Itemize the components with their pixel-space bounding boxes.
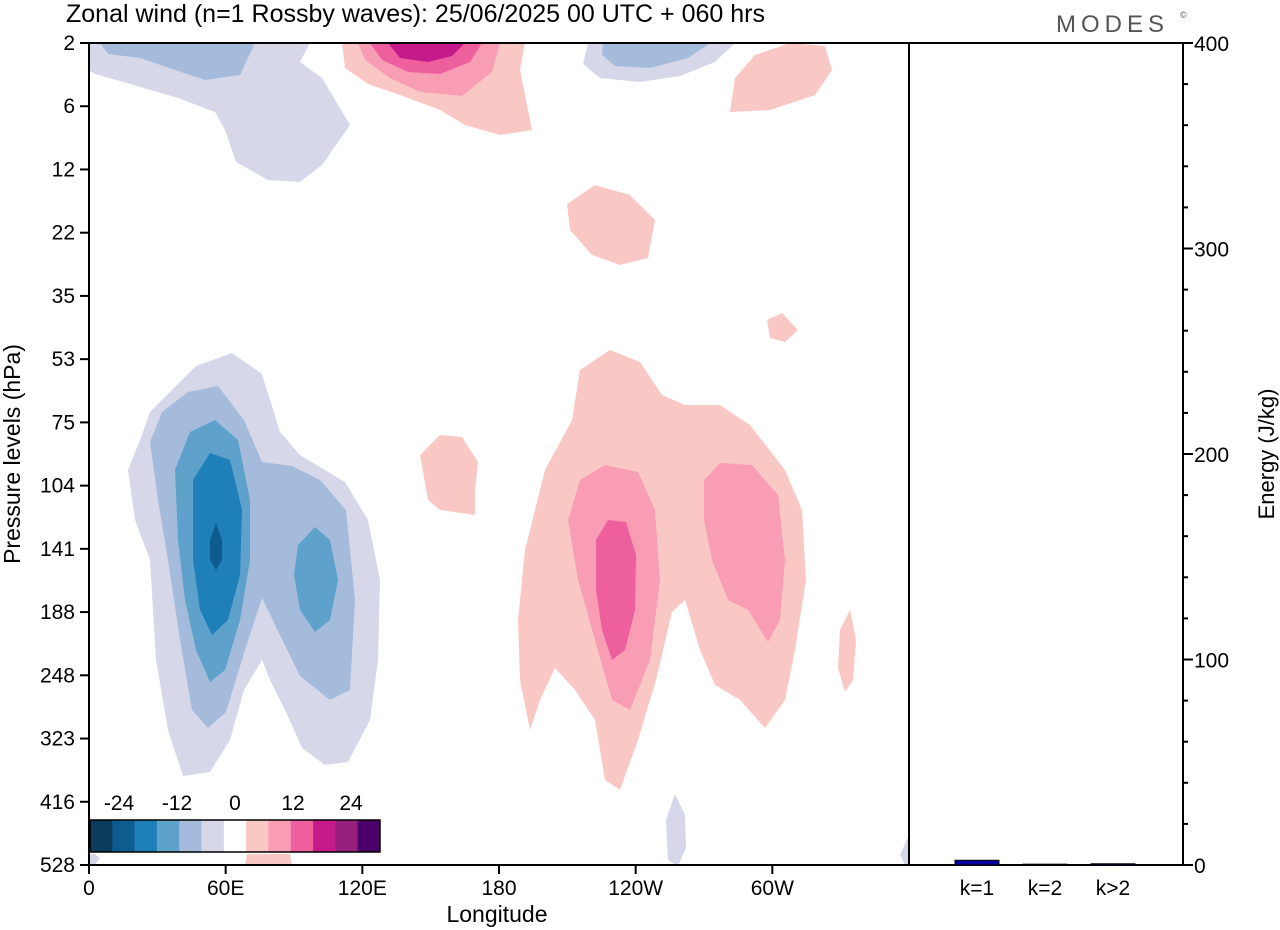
energy-tick-label: 0 xyxy=(1194,855,1206,878)
y-tick-label: 104 xyxy=(40,475,75,498)
contour-pos-top-4 xyxy=(388,43,465,62)
y-tick-label: 323 xyxy=(40,728,75,751)
energy-bar-label: k=2 xyxy=(1028,877,1062,900)
contour-neg-top-center-inner xyxy=(602,43,710,68)
x-tick-label: 60W xyxy=(751,877,794,900)
x-tick-label: 120W xyxy=(608,877,663,900)
y-tick-label: 75 xyxy=(52,411,75,434)
contour-pos-big-1 xyxy=(518,350,806,790)
contour-neg-top-left xyxy=(89,43,350,182)
colorbar-swatch xyxy=(246,820,269,852)
contour-pos-big-3 xyxy=(704,463,785,642)
y-tick-label: 528 xyxy=(40,854,75,877)
contour-plot xyxy=(89,43,909,865)
y-tick-label: 6 xyxy=(63,95,75,118)
x-tick-label: 60E xyxy=(207,877,244,900)
energy-bar-2 xyxy=(1022,863,1068,866)
colorbar-swatch xyxy=(290,820,314,852)
colorbar-swatch xyxy=(335,820,358,852)
colorbar-swatch xyxy=(201,820,225,852)
contour-pos-mid-2 xyxy=(767,313,798,342)
y-tick-label: 416 xyxy=(40,791,75,814)
energy-bars: k=1 k=2 k>2 xyxy=(954,859,1136,900)
y-tick-label: 248 xyxy=(40,664,75,687)
colorbar-swatch xyxy=(90,820,113,852)
colorbar-swatch xyxy=(268,820,292,852)
energy-bar-label: k>2 xyxy=(1096,877,1130,900)
x-axis: 0 60E 120E 180 120W 60W xyxy=(83,865,794,900)
contour-pos-right-thin xyxy=(838,610,856,692)
modes-logo-mark: © xyxy=(1180,10,1187,20)
x-tick-label: 120E xyxy=(338,877,387,900)
y-tick-label: 2 xyxy=(63,32,75,55)
energy-axis-label: Energy (J/kg) xyxy=(1254,389,1279,520)
energy-tick-label: 300 xyxy=(1194,239,1229,262)
chart-title: Zonal wind (n=1 Rossby waves): 25/06/202… xyxy=(66,0,765,28)
colorbar-swatch xyxy=(179,820,202,852)
energy-tick-label: 100 xyxy=(1194,650,1229,673)
colorbar-swatch xyxy=(313,820,336,852)
y-tick-label: 141 xyxy=(40,538,75,561)
contour-pos-top-right xyxy=(730,43,832,112)
contour-neg-big-3b xyxy=(294,527,338,632)
modes-logo: MODES xyxy=(1056,11,1169,38)
colorbar-tick-label: -12 xyxy=(162,792,192,815)
y-axis-label: Pressure levels (hPa) xyxy=(0,344,25,564)
colorbar-tick-labels: -24 -12 0 12 24 xyxy=(104,792,363,815)
contour-pos-mid-3 xyxy=(420,435,478,515)
energy-tick-label: 200 xyxy=(1194,444,1229,467)
x-axis-label: Longitude xyxy=(446,901,547,927)
contour-neg-big-5 xyxy=(210,523,222,570)
x-tick-label: 180 xyxy=(481,877,516,900)
contour-pos-mid-1 xyxy=(567,185,655,265)
colorbar-swatch xyxy=(156,820,180,852)
colorbar-tick-label: -24 xyxy=(104,792,135,815)
energy-tick-label: 400 xyxy=(1194,33,1229,56)
energy-axis: 0 100 200 300 400 xyxy=(1183,33,1229,878)
y-tick-label: 12 xyxy=(52,158,75,181)
colorbar-tick-label: 12 xyxy=(281,792,304,815)
contour-neg-small-bottom xyxy=(666,794,686,865)
y-axis-left: 2 6 12 22 35 53 75 104 141 188 248 323 416 528 xyxy=(40,32,89,877)
contour-pos-big-4 xyxy=(596,520,636,660)
colorbar xyxy=(88,790,382,854)
energy-bar-1 xyxy=(954,859,1000,866)
energy-bar-3 xyxy=(1090,863,1136,866)
colorbar-swatch xyxy=(357,820,381,852)
y-tick-label: 35 xyxy=(52,285,75,308)
y-tick-label: 22 xyxy=(52,222,75,245)
colorbar-tick-label: 0 xyxy=(229,792,241,815)
y-tick-label: 188 xyxy=(40,601,75,624)
contour-neg-corner-right xyxy=(900,835,909,865)
colorbar-tick-label: 24 xyxy=(339,792,363,815)
energy-bar-label: k=1 xyxy=(960,877,994,900)
contour-neg-top-left-inner xyxy=(100,43,255,80)
colorbar-swatch xyxy=(134,820,158,852)
colorbar-swatch xyxy=(223,820,247,852)
y-tick-label: 53 xyxy=(52,348,75,371)
x-tick-label: 0 xyxy=(83,877,95,900)
colorbar-swatch xyxy=(112,820,135,852)
